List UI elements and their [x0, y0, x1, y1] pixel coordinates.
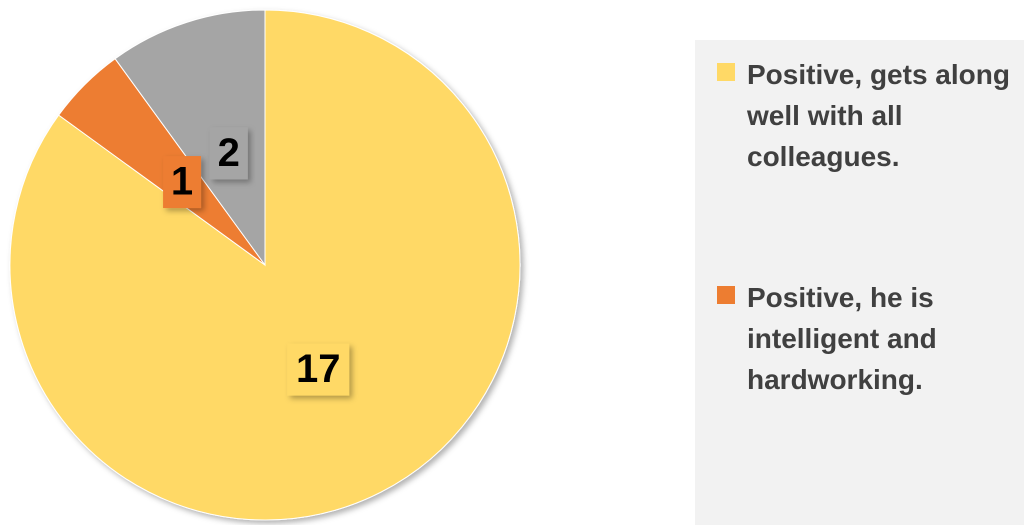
legend-item: Positive, he is intelligent and hardwork…	[717, 277, 1024, 400]
legend-label: Positive, he is intelligent and hardwork…	[747, 282, 937, 395]
data-label-box	[163, 156, 202, 209]
data-label-box	[209, 127, 248, 180]
data-label: 2	[218, 131, 240, 175]
data-label: 1	[171, 160, 193, 204]
pie-slice	[9, 9, 521, 521]
legend-label: Positive, gets along well with all colle…	[747, 59, 1010, 172]
legend: Positive, gets along well with all colle…	[695, 40, 1024, 525]
pie	[9, 9, 521, 521]
legend-item: Positive, gets along well with all colle…	[717, 54, 1024, 177]
data-label-box	[287, 343, 350, 396]
pie-slice	[114, 9, 266, 267]
legend-swatch	[717, 286, 735, 304]
legend-swatch	[717, 63, 735, 81]
data-label: 17	[296, 347, 341, 391]
